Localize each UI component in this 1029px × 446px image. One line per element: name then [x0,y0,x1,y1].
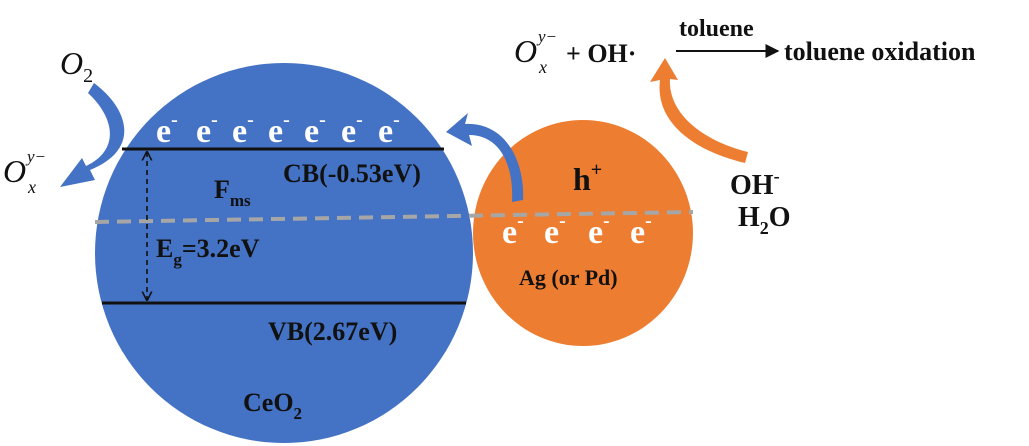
fms-label: Fms [214,175,251,210]
svg-text:e-: e- [196,109,218,150]
svg-text:e-: e- [232,109,254,150]
ox-left-label: O [3,153,26,189]
hole-label: h+ [573,159,602,197]
svg-text:e-: e- [630,210,652,251]
band-gap-label: Eg=3.2eV [156,234,260,269]
arrow-label-toluene: toluene [679,16,754,42]
plus-oh-radical: + OH· [566,39,636,68]
water-label: H2O [738,202,791,238]
svg-text:e-: e- [268,109,290,150]
svg-text:e-: e- [304,109,326,150]
product-label: toluene oxidation [784,37,976,66]
oh-minus-label: OH- [730,166,780,201]
ag-electrons: e- e- e- e- [502,210,652,251]
svg-text:e-: e- [544,210,566,251]
ox-top-sup: y− [536,27,557,46]
ag-label: Ag (or Pd) [519,265,618,290]
cb-label: CB(-0.53eV) [283,159,421,188]
ceo2-sphere [95,63,473,443]
cb-electrons: e- e- e- e- e- e- e- [156,109,400,150]
ceo2-label: CeO2 [243,388,302,423]
fermi-level-line [94,210,694,224]
ox-left-sub: x [27,177,36,197]
oxygen-reduction-arrow [60,83,125,187]
svg-text:e-: e- [588,210,610,251]
hydroxyl-oxidation-arrow [650,58,748,163]
ox-left-sup: y− [25,147,46,166]
ox-top-label: O [514,33,537,69]
ag-sphere [473,120,693,346]
ox-top-sub: x [538,57,547,77]
svg-text:e-: e- [341,109,363,150]
svg-text:e-: e- [378,109,400,150]
electron-transfer-arrow [446,113,524,202]
o2-label: O2 [60,45,93,87]
vb-label: VB(2.67eV) [268,317,397,346]
svg-text:e-: e- [502,210,524,251]
svg-text:e-: e- [156,109,178,150]
